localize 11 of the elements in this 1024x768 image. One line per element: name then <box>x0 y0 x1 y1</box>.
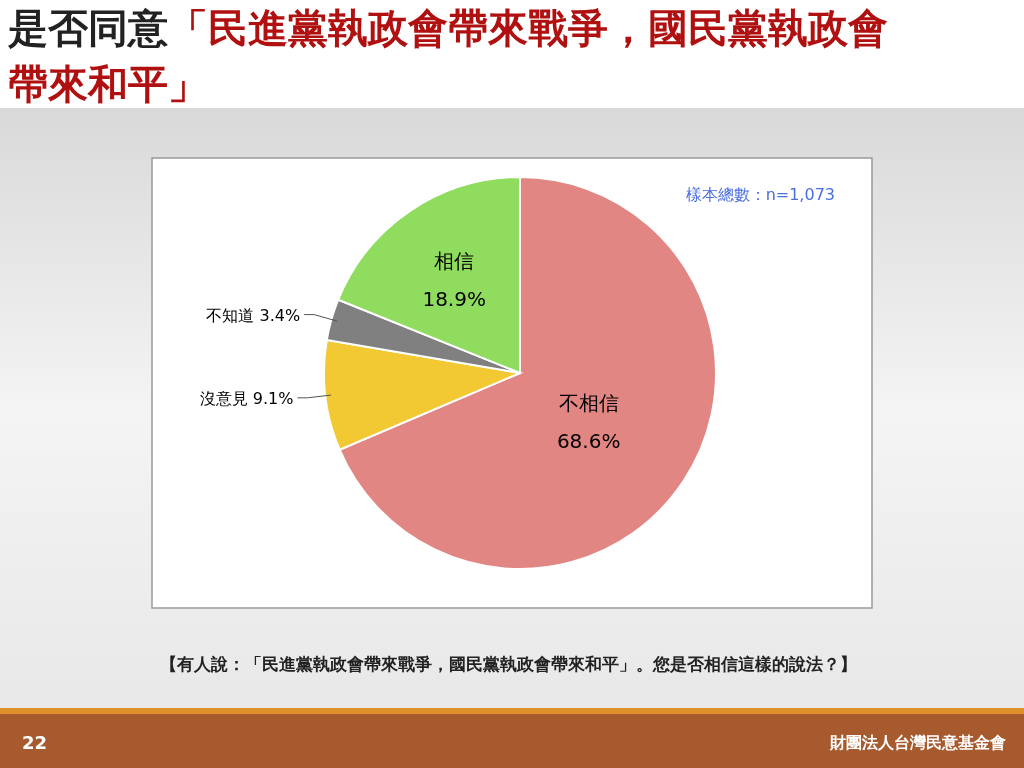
chart-title: 是否同意「民進黨執政會帶來戰爭，國民黨執政會帶來和平」 <box>7 5 888 107</box>
text: 【有人說：「民進黨執政會帶來戰爭，國民黨執政會帶來和平」。您是否相信這樣的說法？】 <box>160 653 858 676</box>
slice-label: 相信 <box>434 248 475 273</box>
data-label: 18.9% <box>422 286 486 311</box>
data-label: 68.6% <box>556 429 621 454</box>
text: 財團法人台灣民意基金會 <box>829 733 1006 752</box>
text: 22 <box>22 732 48 753</box>
slice-label: 沒意見 9.1% <box>199 388 294 408</box>
slice-label: 不相信 <box>558 391 619 416</box>
text: 樣本總數：n=1,073 <box>685 185 835 204</box>
slice-label: 不知道 3.4% <box>206 305 301 325</box>
